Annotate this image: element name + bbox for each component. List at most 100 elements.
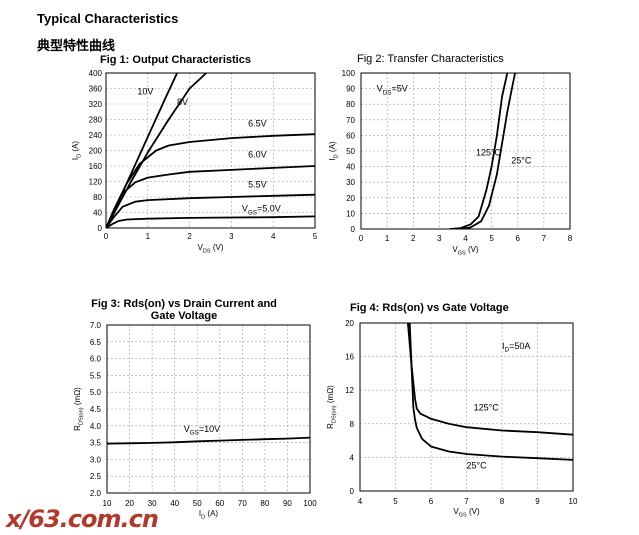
fig1-y-tick-label-9: 360 [89, 85, 103, 94]
fig3-y-tick-label-0: 2.0 [90, 489, 102, 498]
fig2-x-tick-label-7: 7 [542, 234, 547, 243]
fig3-y-tick-label-4: 4.0 [90, 422, 102, 431]
fig1-series-line-3 [106, 165, 315, 228]
fig3-x-tick-label-2: 30 [148, 499, 157, 508]
fig2-x-tick-label-1: 1 [385, 234, 390, 243]
fig1-series-line-1 [106, 73, 207, 228]
fig2-series-line-0 [449, 73, 509, 229]
fig1-y-tick-label-2: 80 [93, 193, 102, 202]
fig1-y-tick-label-1: 40 [93, 209, 102, 218]
fig1-y-tick-label-6: 240 [89, 131, 103, 140]
fig3-plot-frame [106, 324, 311, 494]
fig4-x-tick-label-4: 8 [500, 497, 505, 506]
fig2-x-tick-label-2: 2 [411, 234, 416, 243]
fig1-y-tick-label-0: 0 [98, 224, 103, 233]
fig2-x-tick-label-6: 6 [516, 234, 521, 243]
fig2-y-tick-label-4: 40 [346, 163, 355, 172]
fig1-x-tick-label-3: 3 [229, 232, 234, 241]
fig2-y-tick-label-1: 10 [346, 209, 355, 218]
fig2-y-tick-label-8: 80 [346, 100, 355, 109]
fig4-annotation-0: ID=50A [502, 341, 530, 354]
watermark-logo: x/63.com.cn [6, 505, 159, 533]
fig4-x-tick-label-1: 5 [393, 497, 398, 506]
fig3-y-axis-label: RDS(on) (mΩ) [73, 387, 84, 431]
fig3-series-line-0 [107, 436, 310, 445]
fig3-y-tick-label-5: 4.5 [90, 405, 102, 414]
fig4-y-tick-label-5: 20 [345, 319, 354, 328]
fig4-title: Fig 4: Rds(on) vs Gate Voltage [350, 302, 509, 314]
fig1-annotation-5: VGS=5.0V [242, 204, 281, 217]
fig1-series-line-4 [106, 193, 315, 228]
fig4-annotation-2: 25°C [467, 460, 488, 470]
fig1-annotation-3: 6.0V [248, 149, 267, 159]
fig2-y-axis-label: ID (A) [328, 141, 339, 161]
fig3-annotation-0: VGS=10V [184, 424, 220, 437]
fig4-x-tick-label-0: 4 [358, 497, 363, 506]
fig1-x-axis-label: VDS (V) [197, 243, 223, 254]
fig3-x-tick-label-8: 90 [283, 499, 292, 508]
fig2-annotation-2: 25°C [511, 155, 532, 165]
fig1-y-tick-label-8: 320 [89, 100, 103, 109]
fig2-annotation-0: VDS=5V [377, 84, 408, 97]
fig1-y-tick-label-7: 280 [89, 116, 103, 125]
fig3-y-tick-label-10: 7.0 [90, 321, 102, 330]
fig4-annotation-1: 125°C [474, 402, 500, 412]
fig2-title: Fig 2: Transfer Characteristics [357, 53, 504, 65]
fig1-annotation-4: 5.5V [248, 179, 267, 189]
fig2-y-tick-label-7: 70 [346, 116, 355, 125]
fig1-annotation-0: 10V [137, 86, 153, 96]
fig2-y-tick-label-6: 60 [346, 131, 355, 140]
fig1-series-line-5 [106, 215, 315, 228]
fig3-x-tick-label-5: 60 [215, 499, 224, 508]
fig1-y-tick-label-10: 400 [89, 69, 103, 78]
fig3-y-tick-label-2: 3.0 [90, 455, 102, 464]
fig1-y-tick-label-3: 120 [89, 178, 103, 187]
fig2-x-axis-label: VGS (V) [452, 245, 479, 256]
fig3-y-tick-label-3: 3.5 [90, 439, 102, 448]
fig4-x-tick-label-6: 10 [569, 497, 578, 506]
fig2-annotation-1: 125°C [476, 148, 502, 158]
fig2-y-tick-label-5: 50 [346, 147, 355, 156]
fig4-y-tick-label-3: 12 [345, 386, 354, 395]
fig1-x-tick-label-5: 5 [313, 232, 318, 241]
fig3-x-tick-label-6: 70 [238, 499, 247, 508]
fig4-y-tick-label-4: 16 [345, 353, 354, 362]
fig3-x-tick-label-4: 50 [193, 499, 202, 508]
fig3-y-tick-label-7: 5.5 [90, 371, 102, 380]
fig1-x-tick-label-4: 4 [271, 232, 276, 241]
fig3-title: Fig 3: Rds(on) vs Drain Current and Gate… [84, 298, 284, 322]
fig4-y-tick-label-2: 8 [350, 420, 355, 429]
fig4-y-tick-label-1: 4 [350, 453, 355, 462]
fig4-x-axis-label: VGS (V) [453, 507, 480, 518]
fig1-title: Fig 1: Output Characteristics [100, 54, 251, 66]
fig1-x-tick-label-0: 0 [104, 232, 109, 241]
fig2-y-tick-label-9: 90 [346, 85, 355, 94]
fig3-y-tick-label-8: 6.0 [90, 355, 102, 364]
fig4-x-tick-label-3: 7 [464, 497, 469, 506]
fig2-x-tick-label-8: 8 [568, 234, 573, 243]
fig2-x-tick-label-3: 3 [437, 234, 442, 243]
fig2-y-tick-label-3: 30 [346, 178, 355, 187]
fig3-title-line1: Fig 3: Rds(on) vs Drain Current and [91, 298, 277, 310]
fig4-y-axis-label: RDS(on) (mΩ) [326, 385, 337, 429]
fig4-series-line-0 [407, 323, 573, 436]
fig3-x-tick-label-9: 100 [303, 499, 317, 508]
fig2-y-tick-label-2: 20 [346, 194, 355, 203]
fig3-x-axis-label: ID (A) [199, 509, 219, 520]
fig1-x-tick-label-1: 1 [146, 232, 151, 241]
fig3-x-tick-label-1: 20 [125, 499, 134, 508]
fig2-x-tick-label-4: 4 [463, 234, 468, 243]
fig1-plot-frame [105, 72, 316, 229]
fig3-y-tick-label-9: 6.5 [90, 338, 102, 347]
fig1-y-tick-label-4: 160 [89, 162, 103, 171]
fig1-annotation-1: 8V [177, 97, 188, 107]
fig2-x-tick-label-0: 0 [359, 234, 364, 243]
fig2-series-line-1 [460, 73, 516, 229]
fig3-x-tick-label-7: 80 [260, 499, 269, 508]
fig4-x-tick-label-5: 9 [535, 497, 540, 506]
fig4-x-tick-label-2: 6 [429, 497, 434, 506]
